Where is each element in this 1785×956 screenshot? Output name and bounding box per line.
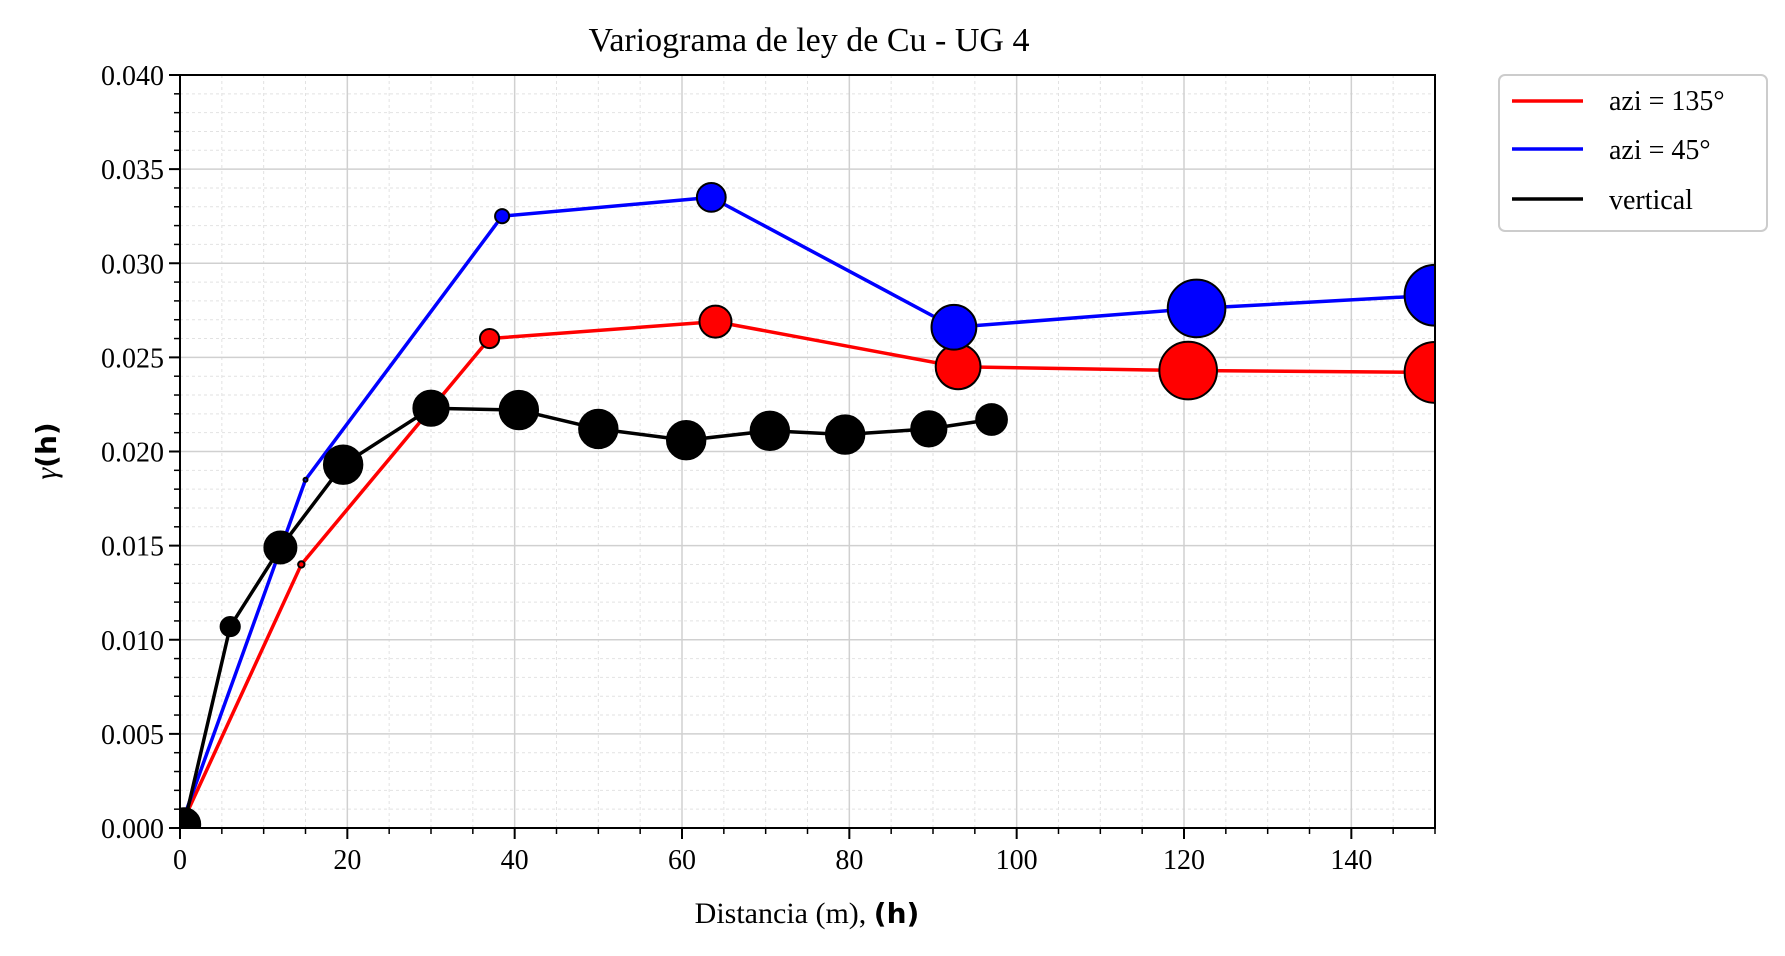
marker-vertical: [263, 530, 298, 565]
marker-vertical: [749, 410, 791, 451]
marker-azi-135: [698, 304, 733, 339]
y-axis-label-bold: (h): [30, 422, 63, 468]
x-tick-label: 80: [835, 845, 863, 876]
marker-azi-135: [1158, 340, 1218, 401]
x-tick-label: 60: [668, 845, 696, 876]
x-axis-label-bold: (h): [874, 897, 920, 930]
marker-vertical: [180, 807, 202, 828]
x-tick-label: 120: [1163, 845, 1205, 876]
x-tick-label: 40: [501, 845, 529, 876]
legend-label-vertical: vertical: [1609, 185, 1693, 216]
marker-vertical: [578, 408, 619, 450]
grid-minor: [180, 75, 1436, 828]
marker-azi-135: [478, 327, 501, 350]
marker-vertical: [975, 403, 1008, 436]
marker-vertical: [219, 615, 241, 638]
marker-azi-45: [1166, 278, 1227, 339]
y-tick-label: 0.040: [101, 61, 164, 92]
series-markers: [180, 181, 1435, 828]
x-tick-label: 20: [333, 845, 361, 876]
marker-azi-135: [934, 343, 982, 391]
x-tick-label: 140: [1330, 845, 1372, 876]
y-tick-label: 0.015: [101, 532, 164, 563]
x-tick-label: 0: [173, 845, 187, 876]
y-axis: 0.000 0.005 0.010 0.015 0.020 0.025 0.030 0.035…: [101, 61, 180, 845]
y-tick-label: 0.020: [101, 438, 164, 469]
y-tick-label: 0.030: [101, 249, 164, 280]
marker-vertical: [824, 414, 866, 455]
x-axis: 0 20 40 60 80 100 120 140: [173, 828, 1436, 876]
marker-vertical: [910, 410, 948, 448]
marker-vertical: [412, 389, 450, 427]
x-axis-label: Distancia (m), (h): [695, 897, 920, 930]
legend: azi = 135° azi = 45° vertical: [1498, 74, 1768, 232]
x-axis-label-text: Distancia (m),: [695, 897, 874, 930]
marker-azi-135: [297, 560, 306, 569]
marker-vertical: [498, 389, 540, 431]
y-tick-label: 0.035: [101, 155, 164, 186]
marker-vertical: [322, 444, 364, 485]
marker-azi-45: [302, 476, 309, 483]
marker-azi-45: [494, 208, 511, 225]
legend-label-azi-45: azi = 45°: [1609, 135, 1711, 166]
x-tick-label: 100: [996, 845, 1038, 876]
y-tick-label: 0.010: [101, 626, 164, 657]
y-axis-label-gamma: γ: [30, 467, 63, 480]
chart-title: Variograma de ley de Cu - UG 4: [589, 22, 1030, 59]
y-tick-label: 0.000: [101, 814, 164, 845]
y-tick-label: 0.025: [101, 343, 164, 374]
legend-frame: [1498, 74, 1768, 232]
marker-azi-45: [695, 181, 727, 213]
marker-vertical: [665, 420, 707, 461]
marker-azi-45: [930, 303, 978, 351]
y-tick-label: 0.005: [101, 720, 164, 751]
legend-label-azi-135: azi = 135°: [1609, 86, 1725, 117]
y-axis-label: γ(h): [30, 422, 63, 479]
